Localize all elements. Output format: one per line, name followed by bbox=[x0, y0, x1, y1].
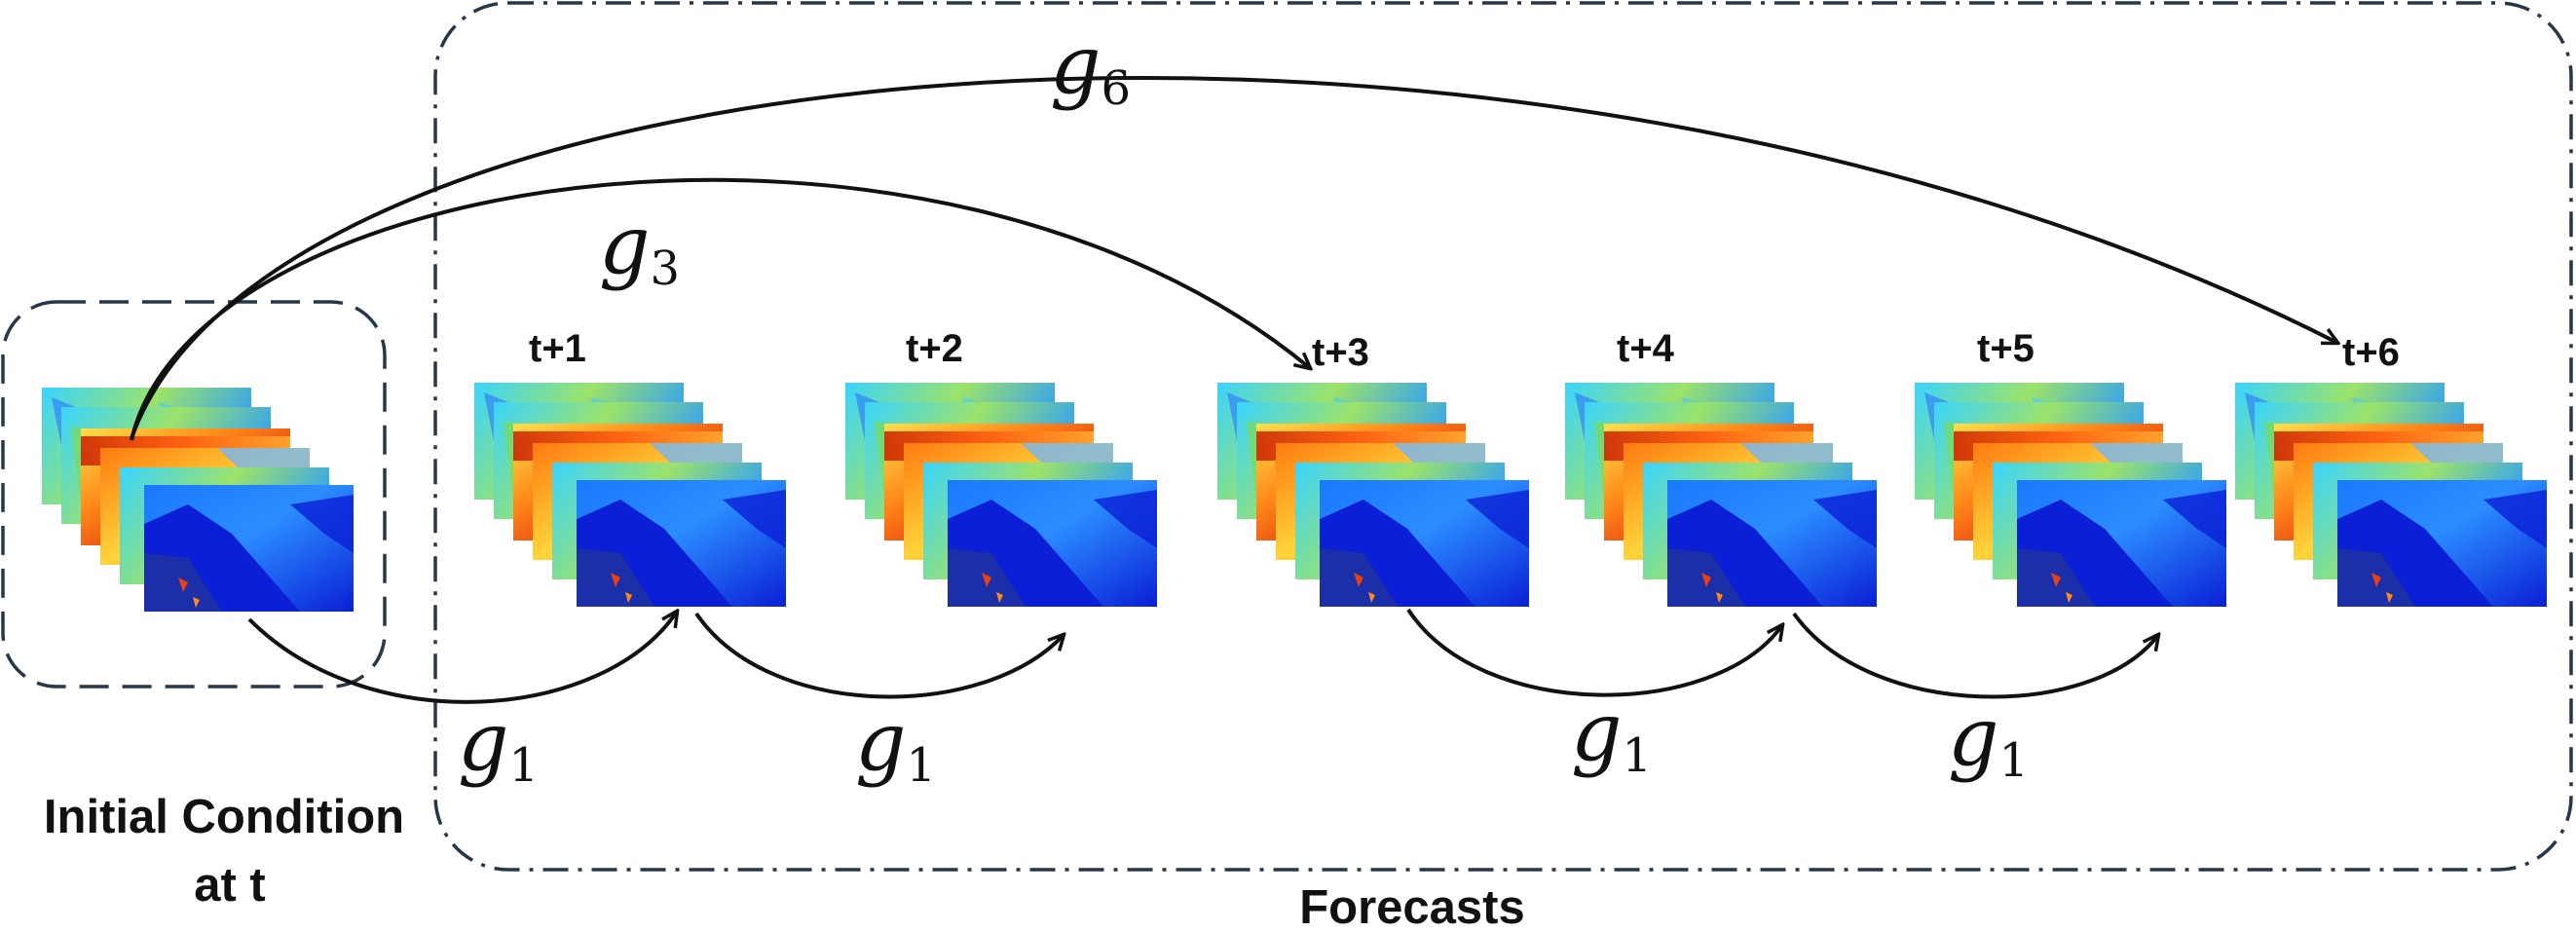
arrow-g1-initial-to-t1 bbox=[247, 612, 677, 704]
timestep-label-t5: t+5 bbox=[1977, 327, 2035, 370]
initial-condition-box bbox=[1, 300, 387, 689]
operator-label-g1-b: g1 bbox=[855, 696, 936, 793]
arrow-g1-t4-to-t5 bbox=[1792, 612, 2158, 699]
timestep-label-t6: t+6 bbox=[2342, 331, 2400, 374]
timestep-label-t1: t+1 bbox=[529, 327, 586, 370]
map-stack-t1 bbox=[474, 383, 786, 607]
map-stack-initial bbox=[42, 388, 354, 612]
map-stack-t4 bbox=[1565, 383, 1877, 607]
arrow-g3 bbox=[130, 177, 1310, 441]
forecasts-region-box bbox=[433, 1, 2573, 872]
forecasts-caption: Forecasts bbox=[1299, 881, 1525, 931]
arrow-g1-t3-to-t4 bbox=[1406, 608, 1782, 697]
arrow-g1-t1-to-t2 bbox=[694, 612, 1064, 699]
map-stack-t3 bbox=[1217, 383, 1529, 607]
map-stack-t5 bbox=[1915, 383, 2226, 607]
operator-label-g3: g3 bbox=[599, 200, 680, 296]
arrow-g6 bbox=[130, 76, 2337, 439]
operator-label-g1-a: g1 bbox=[458, 696, 539, 793]
operator-label-g1-c: g1 bbox=[1571, 687, 1652, 783]
initial-condition-caption-line2: at t bbox=[194, 859, 266, 912]
operator-label-g1-d: g1 bbox=[1948, 691, 2029, 788]
initial-condition-caption-line1: Initial Condition bbox=[44, 791, 404, 843]
timestep-label-t2: t+2 bbox=[906, 327, 963, 370]
map-stack-t2 bbox=[845, 383, 1157, 607]
timestep-label-t4: t+4 bbox=[1617, 327, 1675, 370]
operator-label-g6: g6 bbox=[1050, 19, 1131, 116]
timestep-label-t3: t+3 bbox=[1312, 331, 1369, 374]
map-stack-t6 bbox=[2235, 383, 2547, 607]
